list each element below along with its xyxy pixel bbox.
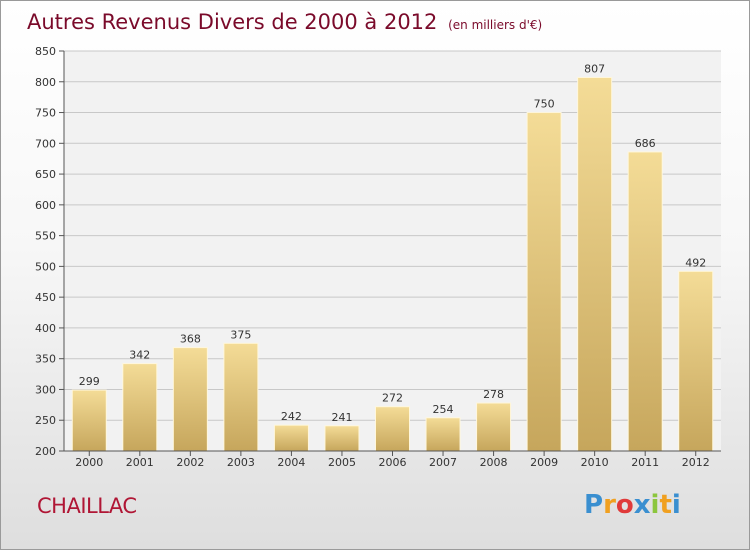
bar-value-label: 750 [534,98,555,111]
y-tick-label: 400 [35,322,56,335]
x-tick-label: 2009 [530,456,558,469]
x-tick-label: 2002 [176,456,204,469]
logo-letter: i [650,490,660,520]
logo-letter: x [633,490,651,520]
bar-value-label: 241 [331,411,352,424]
bar [273,424,309,452]
bar [324,425,360,452]
bar-value-label: 299 [79,375,100,388]
proxiti-logo: Proxiti [584,490,681,520]
x-tick-label: 2011 [631,456,659,469]
x-tick-label: 2003 [227,456,255,469]
bar-value-label: 254 [433,403,454,416]
logo-letter: o [615,490,634,520]
bar [375,406,410,452]
y-tick-label: 550 [35,230,56,243]
y-tick-label: 600 [35,199,56,212]
bar-value-label: 492 [685,256,706,269]
logo-letter: i [671,490,681,520]
logo-letter: P [584,490,604,520]
title-text: Autres Revenus Divers de 2000 à 2012 [27,10,438,34]
bar [577,76,613,452]
y-tick-label: 350 [35,353,56,366]
bar-value-label: 375 [230,328,251,341]
chart-title: Autres Revenus Divers de 2000 à 2012 (en… [27,10,542,34]
bar [425,417,461,452]
title-unit: (en milliers d'€) [448,18,543,32]
y-tick-label: 800 [35,76,56,89]
x-tick-label: 2012 [682,456,710,469]
bar [223,342,259,452]
bar-value-label: 342 [129,349,150,362]
x-tick-label: 2001 [126,456,154,469]
x-tick-label: 2006 [379,456,407,469]
bar-value-label: 368 [180,333,201,346]
y-tick-label: 250 [35,414,56,427]
x-tick-label: 2008 [480,456,508,469]
y-tick-label: 200 [35,445,56,458]
x-tick-label: 2007 [429,456,457,469]
y-tick-label: 750 [35,107,56,120]
y-tick-label: 450 [35,291,56,304]
bar [526,112,562,452]
logo-letter: r [603,490,616,520]
y-tick-label: 300 [35,383,56,396]
bar [122,363,158,452]
logo-letter: t [659,490,672,520]
bar [627,151,663,452]
bar [678,270,714,452]
x-tick-label: 2004 [277,456,305,469]
bar [172,347,208,452]
bar [71,389,107,452]
bar-value-label: 242 [281,410,302,423]
bar-value-label: 686 [635,137,656,150]
bar [476,402,512,452]
y-tick-label: 850 [35,45,56,58]
x-tick-label: 2010 [581,456,609,469]
bar-value-label: 278 [483,388,504,401]
location-label: CHAILLAC [37,494,137,518]
x-tick-label: 2005 [328,456,356,469]
bar-value-label: 807 [584,62,605,75]
x-tick-label: 2000 [75,456,103,469]
y-tick-label: 700 [35,137,56,150]
y-tick-label: 650 [35,168,56,181]
y-tick-label: 500 [35,260,56,273]
bar-value-label: 272 [382,392,403,405]
